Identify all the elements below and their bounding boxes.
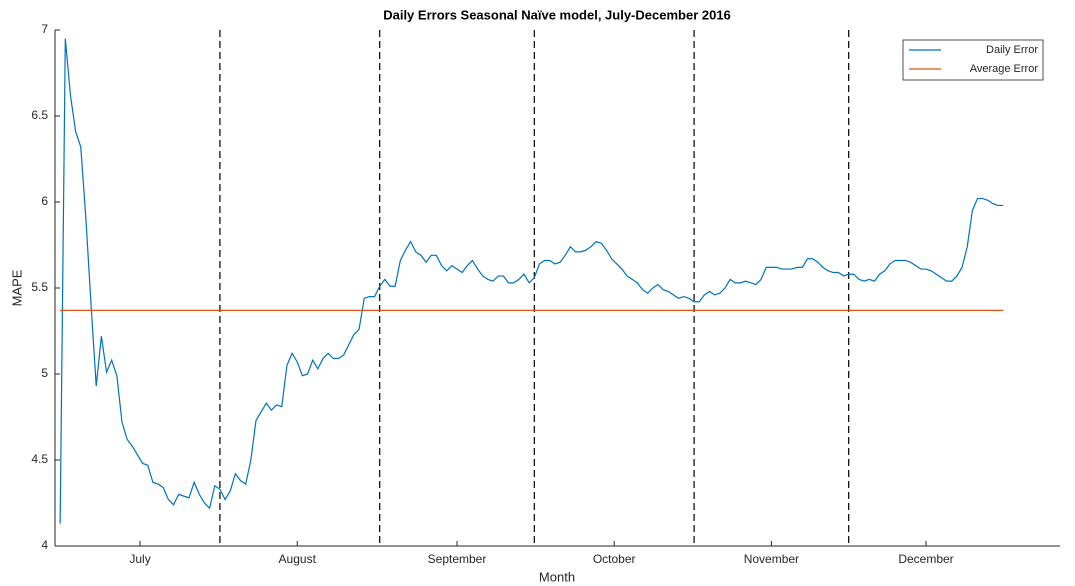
- x-tick-label: July: [129, 552, 150, 566]
- y-tick-label: 6.5: [31, 108, 48, 122]
- x-axis-label: Month: [539, 569, 575, 584]
- data-line: [59, 38, 1004, 524]
- x-tick-label: September: [428, 552, 487, 566]
- y-tick-label: 6: [41, 194, 48, 208]
- chart-title: Daily Errors Seasonal Naïve model, July-…: [383, 7, 731, 22]
- x-tick-label: December: [898, 552, 953, 566]
- x-tick-label: November: [744, 552, 799, 566]
- y-axis-label: MAPE: [9, 269, 24, 306]
- y-tick-label: 5.5: [31, 280, 48, 294]
- legend-label: Daily Error: [986, 44, 1038, 56]
- x-tick-label: October: [593, 552, 636, 566]
- x-tick-label: August: [279, 552, 317, 566]
- y-tick-label: 4: [41, 538, 48, 552]
- y-tick-label: 7: [41, 22, 48, 36]
- y-tick-label: 5: [41, 366, 48, 380]
- legend-box: [902, 39, 1044, 81]
- y-tick-label: 4.5: [31, 452, 48, 466]
- legend-label: Average Error: [970, 63, 1039, 75]
